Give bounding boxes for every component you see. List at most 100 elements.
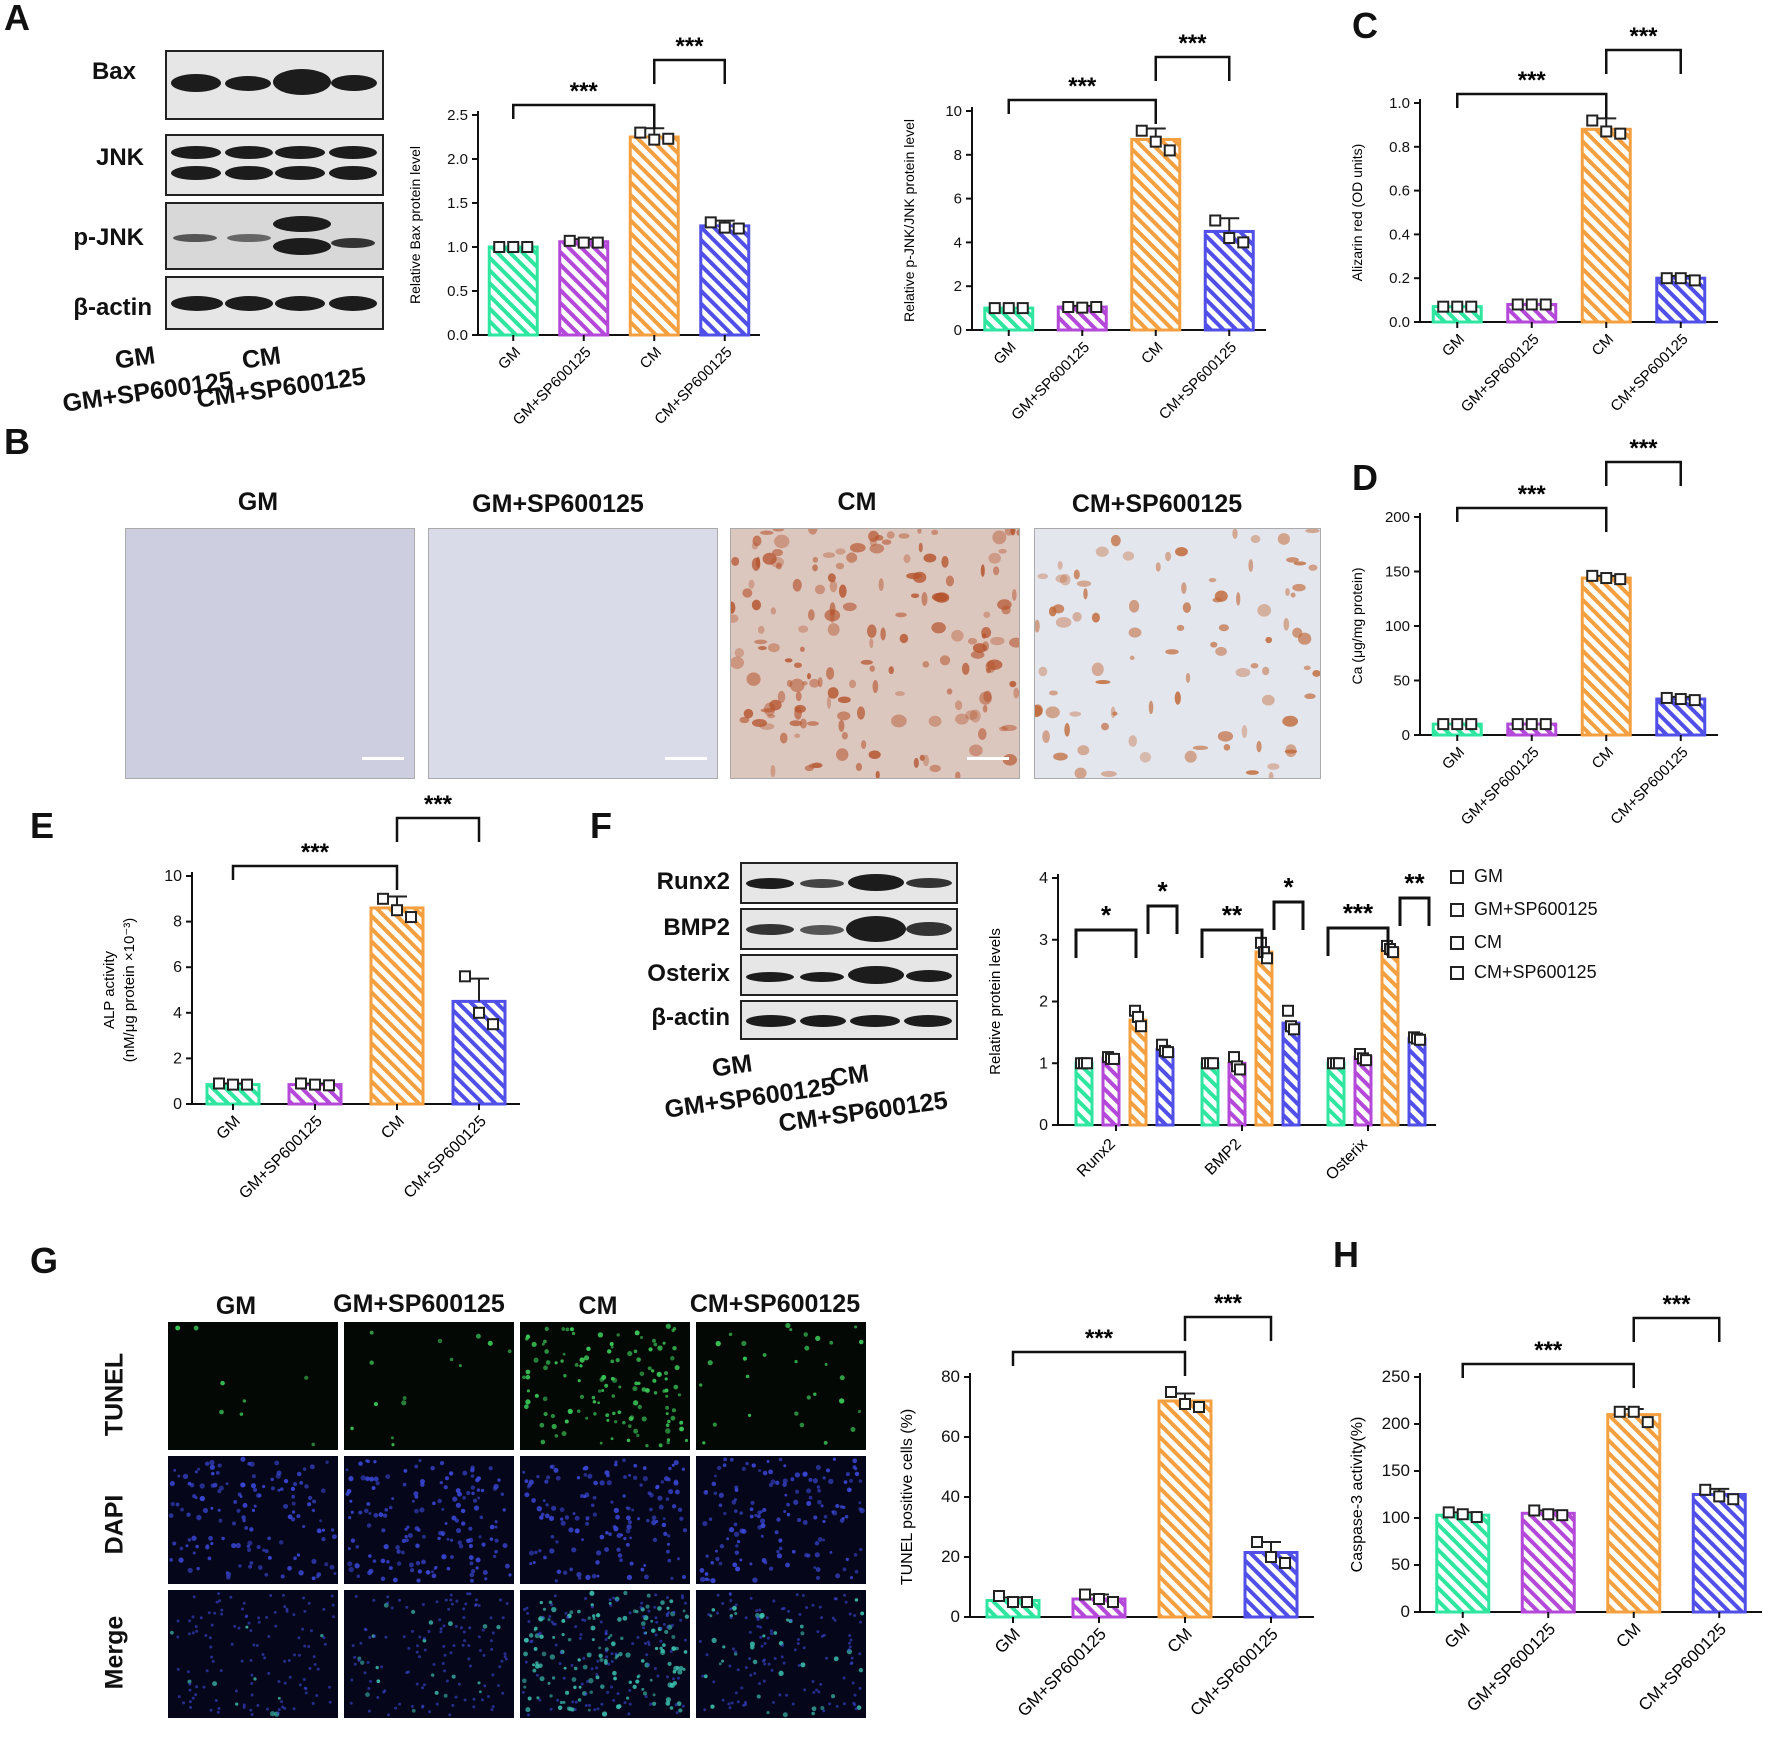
- micrograph-b-cm: [730, 528, 1020, 779]
- nucleus-dot: [660, 1480, 665, 1484]
- nucleus-dot: [543, 1365, 548, 1371]
- stain-spot: [928, 715, 942, 727]
- nucleus-dot: [543, 1412, 548, 1417]
- stain-spot: [1305, 529, 1320, 534]
- nucleus-dot: [296, 1553, 301, 1557]
- data-point: [1437, 718, 1450, 731]
- stain-spot: [835, 562, 845, 570]
- nucleus-dot: [378, 1512, 384, 1518]
- fluorescence-bg: [696, 1322, 866, 1450]
- microscopy-panel-b: GM GM+SP600125 CM CM+SP600125: [0, 480, 1321, 780]
- nucleus-dot: [728, 1527, 735, 1533]
- nucleus-dot: [741, 1466, 746, 1472]
- x-tick-label: GM: [1441, 1619, 1474, 1652]
- nucleus-dot: [784, 1493, 788, 1497]
- x-tick-label: CM+SP600125: [1156, 339, 1240, 423]
- x-tick-label: GM: [991, 1624, 1024, 1657]
- nucleus-dot: [404, 1527, 408, 1531]
- nucleus-dot: [416, 1578, 421, 1583]
- nucleus-dot: [475, 1557, 481, 1563]
- data-point: [1525, 718, 1538, 731]
- nucleus-dot: [441, 1507, 445, 1511]
- nucleus-dot: [255, 1643, 259, 1647]
- nucleus-dot: [671, 1408, 676, 1413]
- nucleus-dot: [645, 1388, 650, 1393]
- stain-spot: [826, 667, 835, 680]
- nucleus-dot: [632, 1475, 638, 1481]
- nucleus-dot: [642, 1466, 647, 1470]
- nucleus-dot: [711, 1481, 717, 1487]
- data-point: [1234, 1063, 1246, 1076]
- stain-spot: [1267, 763, 1280, 770]
- nucleus-dot: [572, 1512, 576, 1516]
- nucleus-dot: [808, 1477, 813, 1482]
- stain-spot: [931, 622, 946, 634]
- nucleus-dot: [458, 1544, 464, 1549]
- nucleus-dot: [404, 1534, 408, 1539]
- nucleus-dot: [421, 1534, 426, 1539]
- nucleus-dot: [365, 1459, 369, 1463]
- nucleus-dot: [187, 1679, 192, 1684]
- nucleus-dot: [194, 1496, 198, 1500]
- nucleus-dot: [794, 1359, 798, 1364]
- nucleus-dot: [626, 1524, 632, 1530]
- nucleus-dot: [470, 1474, 475, 1478]
- stain-spot: [866, 624, 877, 638]
- nucleus-dot: [240, 1482, 246, 1488]
- nucleus-dot: [247, 1547, 252, 1553]
- nucleus-dot: [804, 1552, 809, 1558]
- nucleus-dot: [475, 1477, 480, 1483]
- nucleus-dot: [813, 1515, 818, 1520]
- stain-spot: [969, 709, 981, 723]
- nucleus-dot: [741, 1529, 746, 1533]
- nucleus-dot: [699, 1383, 703, 1387]
- significance-label: ***: [1068, 73, 1097, 100]
- legend-swatch-cm: [1450, 935, 1464, 950]
- nucleus-dot: [815, 1575, 821, 1581]
- nucleus-dot: [270, 1711, 276, 1717]
- nucleus-dot: [802, 1471, 808, 1477]
- significance-bracket: [1632, 1316, 1721, 1342]
- data-point: [591, 236, 604, 249]
- nucleus-dot: [599, 1441, 603, 1445]
- nucleus-dot: [629, 1536, 632, 1540]
- nucleus-dot: [217, 1489, 222, 1494]
- nucleus-dot: [219, 1409, 224, 1415]
- blot-row-beta-actin: [165, 276, 384, 330]
- stain-spot: [910, 593, 920, 599]
- chart-c: 0.0 0.2 0.4 0.6 0.8 1.0 Alizarin red (OD units…: [1349, 23, 1718, 416]
- nucleus-dot: [612, 1411, 616, 1416]
- stain-spot: [1218, 624, 1229, 632]
- nucleus-dot: [562, 1352, 566, 1356]
- stain-spot: [794, 704, 806, 713]
- nucleus-dot: [679, 1420, 684, 1425]
- legend-item-gm: GM: [1450, 866, 1503, 887]
- nucleus-dot: [462, 1470, 468, 1476]
- nucleus-dot: [441, 1533, 445, 1537]
- nucleus-dot: [240, 1607, 244, 1611]
- stain-spot: [1210, 641, 1218, 648]
- stain-spot: [742, 588, 753, 598]
- fluorescence-image: [168, 1456, 338, 1584]
- nucleus-dot: [247, 1540, 253, 1546]
- nucleus-dot: [358, 1461, 363, 1466]
- x-tick-label: CM+SP600125: [1187, 1624, 1282, 1719]
- nucleus-dot: [311, 1442, 316, 1447]
- nucleus-dot: [645, 1443, 649, 1448]
- nucleus-dot: [653, 1391, 658, 1395]
- chart-a-pjnk: 0 2 4 6 8 10 Relative p-JNK/JNK protein level G…: [901, 30, 1266, 424]
- nucleus-dot: [710, 1578, 716, 1584]
- legend-item-cm: CM: [1450, 932, 1502, 953]
- data-point: [1660, 272, 1673, 285]
- stain-spot: [985, 661, 996, 673]
- nucleus-dot: [383, 1513, 388, 1518]
- nucleus-dot: [679, 1516, 684, 1521]
- y-tick-label: 2.0: [447, 151, 468, 168]
- stain-spot: [891, 714, 907, 728]
- data-point: [1090, 301, 1103, 314]
- stain-spot: [998, 548, 1007, 554]
- nucleus-dot: [599, 1534, 605, 1540]
- nucleus-dot: [410, 1568, 415, 1573]
- nucleus-dot: [185, 1544, 189, 1548]
